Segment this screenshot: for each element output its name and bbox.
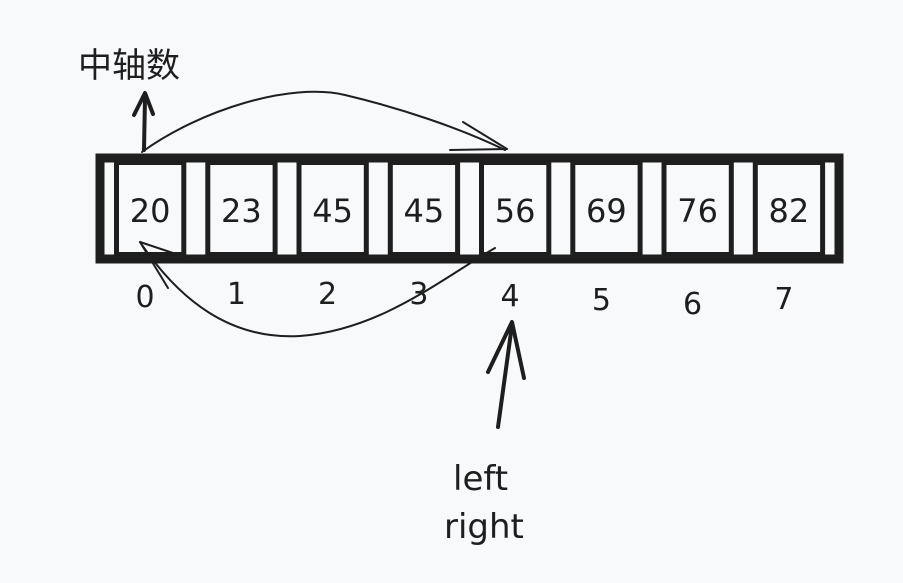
array-index-label: 2 — [318, 277, 337, 312]
array-cell-box — [114, 160, 187, 257]
array-index-label: 4 — [501, 279, 520, 314]
array-cell-box — [479, 160, 552, 257]
array-cell-value: 45 — [404, 192, 445, 230]
array-cell-box — [661, 160, 734, 257]
array-index-label: 1 — [227, 277, 246, 312]
array-cell-value: 82 — [769, 192, 810, 230]
array-index-label: 5 — [592, 283, 611, 318]
array-index-label: 6 — [683, 287, 702, 322]
array-index-label: 7 — [774, 282, 793, 317]
right-label: right — [444, 507, 524, 547]
array-cell-box — [296, 160, 369, 257]
array-cell-value: 56 — [495, 192, 536, 230]
array-cell-box — [387, 160, 461, 257]
swap-arrow-top — [141, 90, 508, 153]
array-index-label: 0 — [136, 280, 155, 315]
array-cell-value: 45 — [312, 192, 353, 230]
array-cell-value: 20 — [130, 192, 171, 230]
swap-arrow-bottom — [139, 241, 496, 338]
array-cell-box — [205, 160, 278, 257]
array-frame — [95, 153, 844, 264]
array-cell-box — [752, 160, 826, 257]
pivot-arrow — [132, 91, 155, 152]
array-cells: 20 23 45 45 56 69 76 82 — [114, 160, 826, 257]
pivot-label: 中轴数 — [78, 46, 180, 86]
array-cell-value: 23 — [221, 192, 262, 230]
array-cell-box — [570, 160, 643, 257]
left-right-pointer-arrow — [486, 320, 526, 429]
array-cell-value: 76 — [677, 192, 718, 230]
left-label: left — [453, 459, 508, 499]
array-cell-value: 69 — [586, 192, 627, 230]
